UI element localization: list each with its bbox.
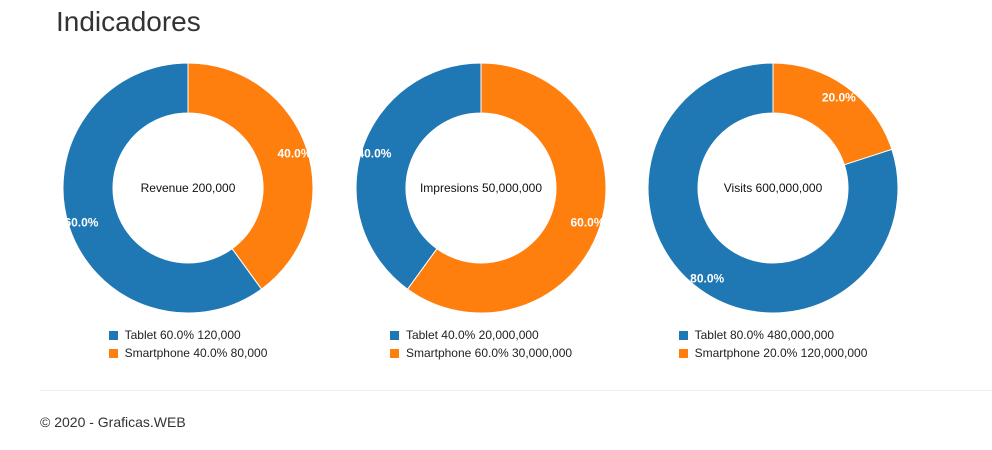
legend-item-tablet[interactable]: Tablet 40.0% 20,000,000 [389, 326, 572, 344]
donut-center-label: Visits 600,000,000 [724, 181, 823, 195]
donut-slice-smartphone-impresions[interactable] [406, 62, 607, 314]
legend-label: Smartphone 20.0% 120,000,000 [694, 346, 868, 360]
legend-swatch [389, 330, 399, 340]
slice-percent-label: 40.0% [278, 146, 312, 160]
donut-slice-tablet-visits[interactable] [647, 62, 899, 314]
donut-center-label: Revenue 200,000 [141, 181, 236, 195]
donut-center-label: Impresions 50,000,000 [420, 181, 542, 195]
legend-item-smartphone[interactable]: Smartphone 20.0% 120,000,000 [678, 344, 868, 362]
legend-label: Tablet 80.0% 480,000,000 [694, 328, 835, 342]
donut-chart-visits: 20.0% 80.0% Visits 600,000,000 Tablet 80.0… [638, 60, 908, 370]
legend-swatch [389, 348, 399, 358]
page-title: Indicadores [56, 6, 201, 37]
legend-label: Tablet 60.0% 120,000 [124, 328, 241, 342]
slice-percent-label: 60.0% [64, 216, 98, 230]
donut-chart-revenue: 40.0% 60.0% Revenue 200,000 Tablet 60.0% 1… [53, 60, 323, 370]
slice-percent-label: 40.0% [357, 146, 391, 160]
slice-percent-label: 80.0% [690, 272, 724, 286]
footer-copyright: © 2020 - Graficas.WEB [40, 414, 186, 430]
legend-swatch [678, 330, 688, 340]
donut-chart-impresions: 60.0% 40.0% Impresions 50,000,000 Tablet 4… [346, 60, 616, 370]
legend-revenue: Tablet 60.0% 120,000 Smartphone 40.0% 80,… [53, 326, 323, 362]
legend-label: Smartphone 40.0% 80,000 [124, 346, 268, 360]
donut-svg-revenue: 40.0% 60.0% Revenue 200,000 [62, 62, 314, 314]
legend-label: Tablet 40.0% 20,000,000 [405, 328, 539, 342]
legend-swatch [108, 348, 118, 358]
donut-svg-visits: 20.0% 80.0% Visits 600,000,000 [647, 62, 899, 314]
donut-slice-smartphone-visits[interactable] [772, 62, 893, 166]
legend-item-tablet[interactable]: Tablet 80.0% 480,000,000 [678, 326, 868, 344]
legend-item-tablet[interactable]: Tablet 60.0% 120,000 [108, 326, 268, 344]
legend-item-smartphone[interactable]: Smartphone 40.0% 80,000 [108, 344, 268, 362]
legend-swatch [678, 348, 688, 358]
legend-impresions: Tablet 40.0% 20,000,000 Smartphone 60.0% … [346, 326, 616, 362]
donut-slice-tablet-impresions[interactable] [355, 62, 482, 290]
donut-slice-smartphone-revenue[interactable] [187, 62, 314, 290]
legend-swatch [108, 330, 118, 340]
legend-label: Smartphone 60.0% 30,000,000 [405, 346, 573, 360]
slice-percent-label: 60.0% [571, 216, 605, 230]
footer-divider [40, 390, 992, 391]
legend-item-smartphone[interactable]: Smartphone 60.0% 30,000,000 [389, 344, 573, 362]
slice-percent-label: 20.0% [822, 90, 856, 104]
legend-visits: Tablet 80.0% 480,000,000 Smartphone 20.0%… [638, 326, 908, 362]
donut-svg-impresions: 60.0% 40.0% Impresions 50,000,000 [355, 62, 607, 314]
donut-slice-tablet-revenue[interactable] [62, 62, 263, 314]
